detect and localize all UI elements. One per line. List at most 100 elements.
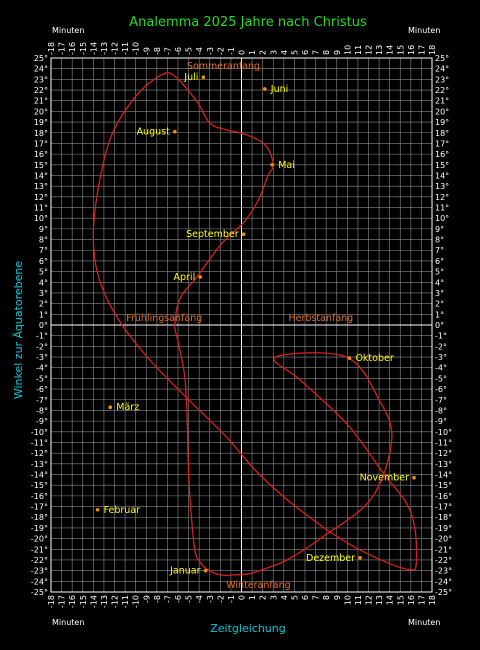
x-tick-label-top: 11: [354, 45, 363, 55]
y-tick-label-right: -18°: [435, 513, 452, 522]
x-tick-label-bottom: 5: [290, 595, 299, 600]
month-marker-label: Juli: [183, 72, 198, 83]
y-tick-label-left: -1°: [36, 332, 48, 341]
y-tick-label-right: 20°: [435, 107, 449, 116]
x-tick-label-bottom: 2: [259, 595, 268, 600]
y-tick-label-right: -15°: [435, 481, 452, 490]
x-tick-label-top: -2: [216, 47, 225, 55]
y-tick-label-left: -3°: [36, 353, 48, 362]
x-tick-label-top: 4: [280, 50, 289, 55]
y-tick-label-left: -10°: [31, 428, 48, 437]
y-tick-label-left: 7°: [39, 246, 48, 255]
y-tick-label-right: 12°: [435, 193, 449, 202]
y-tick-label-right: 6°: [435, 257, 444, 266]
month-markers: Januar Februar März April Mai Juni Juli August S…: [95, 72, 416, 577]
chart-title: Analemma 2025 Jahre nach Christus: [129, 15, 367, 30]
x-tick-label-top: 6: [301, 50, 310, 55]
y-tick-label-right: 2°: [435, 300, 444, 309]
y-tick-label-left: 13°: [34, 182, 48, 191]
y-tick-label-right: -25°: [435, 588, 452, 597]
plot-frame: [50, 57, 433, 593]
y-tick-label-right: 4°: [435, 278, 444, 287]
x-tick-label-bottom: -8: [153, 595, 162, 603]
y-tick-label-left: 12°: [34, 193, 48, 202]
x-tick-label-top: 13: [375, 45, 384, 55]
month-marker-point: [108, 405, 113, 410]
month-marker-label: November: [360, 473, 410, 484]
month-marker-point: [241, 232, 246, 237]
y-tick-label-right: 22°: [435, 86, 449, 95]
x-tick-label-top: -10: [132, 42, 141, 55]
y-tick-label-left: -6°: [36, 385, 48, 394]
y-tick-label-left: 17°: [34, 139, 48, 148]
month-marker-point: [201, 75, 206, 80]
x-tick-label-top: 9: [333, 50, 342, 55]
x-tick-label-bottom: 10: [343, 595, 352, 605]
y-tick-label-left: -2°: [36, 342, 48, 351]
season-label: Sommeranfang: [187, 61, 260, 72]
x-tick-label-bottom: 8: [322, 595, 331, 600]
y-tick-label-right: 14°: [435, 171, 449, 180]
x-tick-label-top: 12: [365, 45, 374, 55]
y-tick-label-right: -20°: [435, 535, 452, 544]
y-tick-label-right: 24°: [435, 65, 449, 74]
unit-label-bottom-right: Minuten: [408, 618, 440, 627]
y-tick-label-left: 4°: [39, 278, 48, 287]
unit-label-bottom-left: Minuten: [52, 618, 84, 627]
y-tick-label-right: -13°: [435, 460, 452, 469]
y-tick-label-right: 7°: [435, 246, 444, 255]
x-tick-label-bottom: 15: [396, 595, 405, 605]
x-tick-label-top: 3: [269, 50, 278, 55]
x-tick-label-top: 7: [312, 50, 321, 55]
x-tick-label-top: 14: [386, 45, 395, 55]
y-tick-label-right: -11°: [435, 438, 452, 447]
x-tick-label-bottom: 11: [354, 595, 363, 605]
x-tick-label-top: -15: [79, 42, 88, 55]
x-tick-label-bottom: -5: [185, 595, 194, 603]
x-tick-label-top: -11: [121, 42, 130, 55]
y-tick-label-right: -5°: [435, 374, 447, 383]
y-tick-label-right: -21°: [435, 545, 452, 554]
y-tick-label-right: 5°: [435, 268, 444, 277]
unit-label-top-left: Minuten: [52, 26, 84, 35]
y-tick-label-left: 6°: [39, 257, 48, 266]
y-tick-label-left: -20°: [31, 535, 48, 544]
analemma-curve-layer: [92, 72, 418, 576]
x-tick-label-top: 0: [238, 50, 247, 55]
x-tick-label-bottom: 14: [386, 595, 395, 605]
x-tick-label-top: -3: [206, 47, 215, 55]
month-marker-label: März: [116, 402, 139, 413]
analemma-curve: [92, 72, 418, 576]
month-marker-point: [95, 507, 100, 512]
x-tick-label-bottom: -4: [195, 595, 204, 603]
y-tick-label-right: -7°: [435, 396, 447, 405]
x-tick-label-top: 15: [396, 45, 405, 55]
y-tick-label-left: 10°: [34, 214, 48, 223]
x-tick-label-top: -13: [100, 42, 109, 55]
y-tick-label-left: -9°: [36, 417, 48, 426]
y-tick-label-left: -4°: [36, 364, 48, 373]
y-tick-label-right: 10°: [435, 214, 449, 223]
month-marker-point: [262, 87, 267, 91]
month-marker-point: [347, 356, 352, 360]
y-tick-label-right: 8°: [435, 236, 444, 245]
month-marker-label: Juni: [270, 84, 288, 95]
y-tick-label-right: 17°: [435, 139, 449, 148]
y-tick-label-right: -24°: [435, 577, 452, 586]
y-tick-label-right: -14°: [435, 471, 452, 480]
x-tick-label-top: 16: [407, 45, 416, 55]
month-marker-label: Februar: [104, 505, 141, 516]
y-tick-label-right: -12°: [435, 449, 452, 458]
y-tick-label-left: 5°: [39, 268, 48, 277]
x-tick-label-bottom: -6: [174, 595, 183, 603]
x-tick-label-bottom: 9: [333, 595, 342, 600]
y-tick-label-left: 22°: [34, 86, 48, 95]
y-tick-label-right: 23°: [435, 75, 449, 84]
tick-labels: -18-18-17-17-16-16-15-15-14-14-13-13-12-…: [31, 42, 452, 608]
y-tick-label-right: 21°: [435, 97, 449, 106]
y-tick-label-left: -5°: [36, 374, 48, 383]
y-tick-label-left: -11°: [31, 438, 48, 447]
y-tick-label-left: 1°: [39, 310, 48, 319]
x-tick-label-bottom: -1: [227, 595, 236, 603]
x-tick-label-bottom: 13: [375, 595, 384, 605]
